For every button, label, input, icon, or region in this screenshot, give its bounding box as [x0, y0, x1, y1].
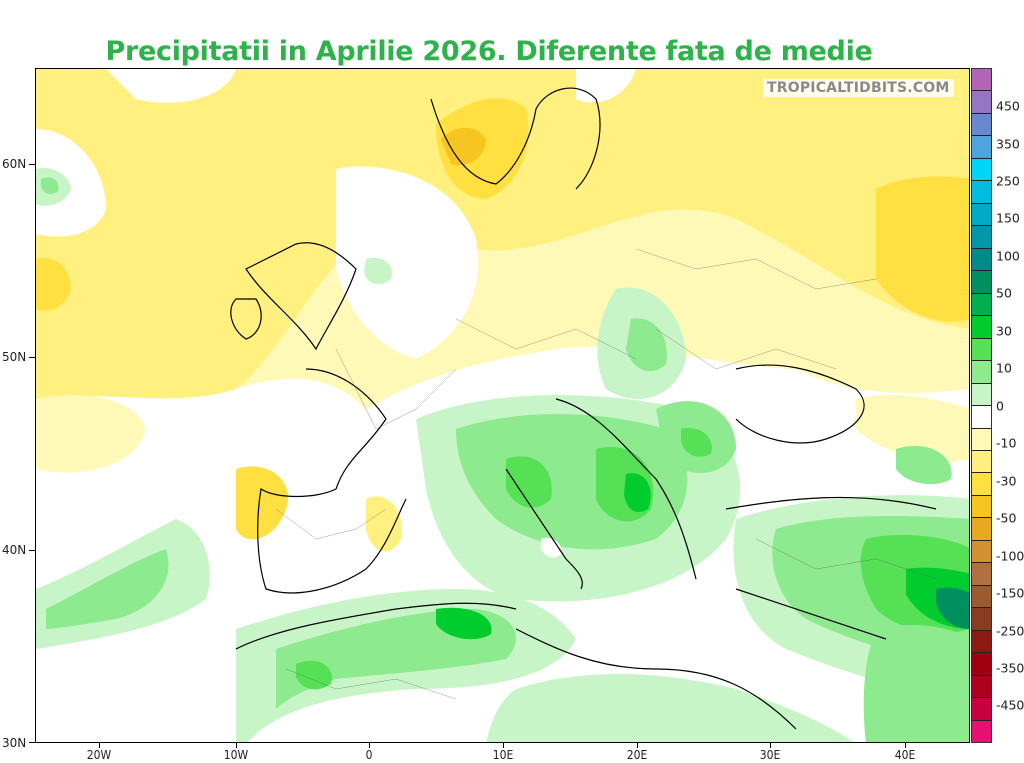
- colorbar-label: -350: [996, 660, 1024, 676]
- colorbar-segment: [972, 158, 991, 182]
- x-label-10w: 10W: [223, 748, 249, 762]
- y-tick: [29, 742, 35, 743]
- colorbar-segment: [972, 338, 991, 362]
- colorbar-label: -50: [996, 510, 1017, 526]
- colorbar: [971, 68, 992, 743]
- colorbar-label: -250: [996, 623, 1024, 639]
- colorbar-segment: [972, 428, 991, 451]
- y-tick: [29, 164, 35, 165]
- y-label-30n: 30N: [2, 736, 27, 750]
- colorbar-label: 100: [996, 248, 1020, 264]
- colorbar-segment: [972, 181, 991, 204]
- colorbar-label: 50: [996, 285, 1012, 301]
- colorbar-label: 150: [996, 210, 1020, 226]
- colorbar-segment: [972, 540, 991, 564]
- colorbar-segment: [972, 316, 991, 339]
- colorbar-segment: [972, 563, 991, 586]
- colorbar-segment: [972, 473, 991, 496]
- x-tick: [770, 743, 771, 748]
- colorbar-segment: [972, 608, 991, 631]
- precipitation-anomaly-map: [35, 68, 970, 743]
- y-label-40n: 40N: [2, 543, 27, 557]
- x-tick: [905, 743, 906, 748]
- colorbar-label: 0: [996, 398, 1004, 414]
- colorbar-segment: [972, 113, 991, 137]
- colorbar-segment: [972, 91, 991, 114]
- x-tick: [236, 743, 237, 748]
- colorbar-segment: [972, 698, 991, 721]
- colorbar-label: 350: [996, 136, 1020, 152]
- x-tick: [503, 743, 504, 748]
- x-label-20e: 20E: [626, 748, 648, 762]
- x-label-0: 0: [365, 748, 373, 762]
- colorbar-segment: [972, 675, 991, 699]
- watermark: TROPICALTIDBITS.COM: [763, 79, 954, 97]
- colorbar-segment: [972, 720, 991, 743]
- colorbar-segment: [972, 383, 991, 407]
- colorbar-label: 450: [996, 98, 1020, 114]
- colorbar-segment: [972, 406, 991, 429]
- map-canvas: [36, 69, 969, 742]
- colorbar-segment: [972, 653, 991, 676]
- colorbar-segment: [972, 361, 991, 384]
- x-label-20w: 20W: [86, 748, 112, 762]
- colorbar-segment: [972, 630, 991, 654]
- x-tick: [369, 743, 370, 748]
- y-label-60n: 60N: [2, 157, 27, 171]
- y-label-50n: 50N: [2, 350, 27, 364]
- colorbar-segment: [972, 248, 991, 272]
- colorbar-label: -450: [996, 697, 1024, 713]
- colorbar-label: -150: [996, 585, 1024, 601]
- x-tick: [99, 743, 100, 748]
- y-tick: [29, 357, 35, 358]
- colorbar-segment: [972, 69, 991, 92]
- x-label-40e: 40E: [894, 748, 916, 762]
- colorbar-label: -100: [996, 548, 1024, 564]
- colorbar-segment: [972, 293, 991, 317]
- map-title: Precipitatii in Aprilie 2026. Diferente …: [105, 36, 873, 67]
- colorbar-label: 250: [996, 173, 1020, 189]
- y-tick: [29, 550, 35, 551]
- colorbar-label: 30: [996, 323, 1012, 339]
- colorbar-segment: [972, 271, 991, 294]
- colorbar-segment: [972, 450, 991, 474]
- x-label-30e: 30E: [759, 748, 781, 762]
- x-label-10e: 10E: [492, 748, 514, 762]
- colorbar-segment: [972, 495, 991, 519]
- colorbar-segment: [972, 203, 991, 227]
- colorbar-label: -10: [996, 435, 1017, 451]
- colorbar-segment: [972, 585, 991, 609]
- colorbar-label: 10: [996, 360, 1012, 376]
- x-tick: [637, 743, 638, 748]
- colorbar-segment: [972, 136, 991, 159]
- colorbar-segment: [972, 226, 991, 249]
- colorbar-segment: [972, 518, 991, 541]
- colorbar-label: -30: [996, 473, 1017, 489]
